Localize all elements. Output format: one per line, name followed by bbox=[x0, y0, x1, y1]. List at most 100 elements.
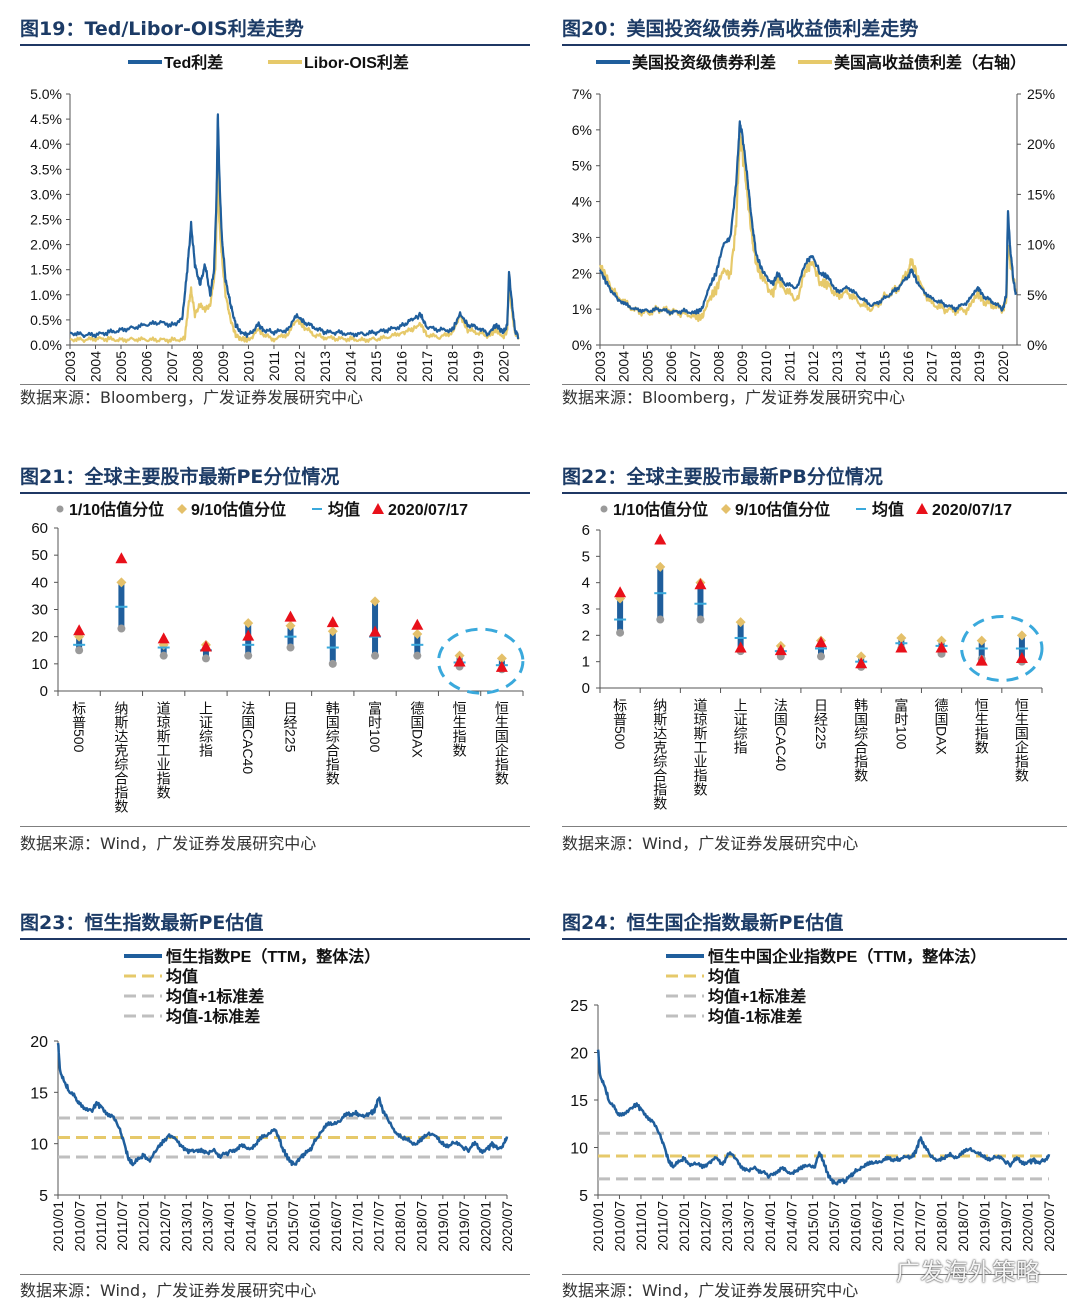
high-diamond bbox=[116, 577, 127, 588]
latest-triangle bbox=[935, 641, 948, 653]
y-tick-label: 1% bbox=[572, 301, 592, 317]
x-tick-label: 2015/01 bbox=[264, 1201, 280, 1252]
legend-label: 美国高收益债利差（右轴） bbox=[834, 53, 1026, 72]
latest-triangle bbox=[734, 641, 747, 653]
latest-triangle bbox=[495, 660, 508, 672]
latest-triangle bbox=[411, 618, 424, 630]
y-tick-label: 1.0% bbox=[30, 287, 62, 303]
y-tick-label: 40 bbox=[31, 574, 48, 591]
x-tick-label: 2015 bbox=[368, 351, 384, 382]
high-diamond bbox=[856, 651, 867, 662]
legend-label: 1/10估值分位 bbox=[69, 500, 164, 519]
x-tick-label: 2013/01 bbox=[719, 1201, 735, 1252]
y-tick-label: 4% bbox=[572, 194, 592, 210]
x-tick-label: 2015/01 bbox=[805, 1201, 821, 1252]
x-tick-label: 2009 bbox=[734, 351, 750, 382]
low-dot bbox=[817, 652, 825, 661]
legend-triangle bbox=[916, 503, 928, 514]
low-dot bbox=[286, 643, 295, 652]
category-label: 上证综指 bbox=[733, 698, 749, 754]
category-label: 恒生国企指数 bbox=[494, 701, 510, 785]
y2-tick-label: 5% bbox=[1027, 287, 1047, 303]
chart-fig22: 1/10估值分位 9/10估值分位 均值 2020/07/17 0 1 2 3 4 5 6 标普500… bbox=[582, 500, 1044, 810]
x-tick-label: 2018/07 bbox=[955, 1201, 971, 1252]
y-tick-label: 1 bbox=[582, 654, 590, 671]
x-tick-label: 2011/01 bbox=[93, 1201, 109, 1251]
x-tick-label: 2009 bbox=[215, 351, 231, 382]
source-divider bbox=[562, 384, 1067, 385]
highlight-ellipse bbox=[437, 627, 525, 695]
category-label: 日经225 bbox=[283, 701, 299, 753]
high-diamond bbox=[936, 635, 947, 646]
source-divider bbox=[20, 384, 530, 385]
category-label: 恒生指数 bbox=[974, 698, 990, 754]
latest-triangle bbox=[895, 641, 908, 653]
x-tick-label: 2016 bbox=[900, 351, 916, 382]
source-divider bbox=[20, 826, 530, 827]
latest-triangle bbox=[453, 655, 466, 667]
latest-triangle bbox=[855, 657, 868, 669]
y-tick-label: 60 bbox=[31, 520, 48, 537]
x-tick-label: 2017/07 bbox=[371, 1201, 387, 1252]
x-tick-label: 2012/01 bbox=[136, 1201, 152, 1252]
y-tick-label: 0.5% bbox=[30, 312, 62, 328]
y-tick-label: 5% bbox=[572, 158, 592, 174]
y-tick-label: 2 bbox=[582, 627, 590, 644]
x-tick-label: 2014/07 bbox=[242, 1201, 258, 1252]
low-dot bbox=[117, 624, 126, 633]
x-tick-label: 2020/01 bbox=[478, 1201, 494, 1252]
y-tick-label: 20 bbox=[31, 629, 48, 646]
x-tick-label: 2015/07 bbox=[826, 1201, 842, 1252]
x-tick-label: 2020/07 bbox=[1041, 1201, 1057, 1252]
chart-fig20: 美国投资级债券利差 美国高收益债利差（右轴） 0% 1% 2% 3% 4% 5% 6% 7% 0% 5… bbox=[572, 53, 1055, 382]
x-tick-label: 2007 bbox=[164, 351, 180, 382]
legend-label: 均值+1标准差 bbox=[708, 987, 806, 1006]
x-tick-label: 2013/07 bbox=[740, 1201, 756, 1252]
y-tick-label: 30 bbox=[31, 602, 48, 619]
latest-triangle bbox=[326, 616, 339, 628]
legend-diamond bbox=[721, 504, 731, 514]
low-dot bbox=[328, 659, 337, 668]
title-underline bbox=[20, 492, 530, 494]
series-line bbox=[56, 1042, 509, 1167]
series-line bbox=[596, 1049, 1051, 1186]
x-tick-label: 2004 bbox=[616, 351, 632, 382]
y-tick-label: 5 bbox=[582, 548, 590, 565]
high-diamond bbox=[496, 653, 507, 664]
high-diamond bbox=[896, 632, 907, 643]
legend-triangle bbox=[372, 503, 384, 514]
y-tick-label: 6 bbox=[582, 522, 590, 539]
x-tick-label: 2010/01 bbox=[50, 1201, 66, 1252]
y-tick-label: 15 bbox=[30, 1085, 48, 1102]
y-tick-label: 10 bbox=[30, 1137, 48, 1154]
category-label: 德国DAX bbox=[934, 698, 950, 755]
y-tick-label: 10 bbox=[31, 656, 48, 673]
highlight-ellipse bbox=[960, 615, 1044, 682]
x-tick-label: 2017 bbox=[419, 351, 435, 382]
y-tick-label: 50 bbox=[31, 547, 48, 564]
low-dot bbox=[696, 615, 705, 624]
chart-title: 图23：恒生指数最新PE估值 bbox=[20, 912, 264, 934]
legend-label: 恒生中国企业指数PE（TTM，整体法） bbox=[708, 947, 986, 966]
x-tick-label: 2015/07 bbox=[285, 1201, 301, 1252]
panel-fig24: 图24：恒生国企指数最新PE估值 恒生中国企业指数PE（TTM，整体法） 均值 均值… bbox=[562, 908, 1067, 1306]
legend-label: 均值 bbox=[166, 967, 198, 986]
source-note: 数据来源：Wind，广发证券发展研究中心 bbox=[562, 1281, 859, 1300]
x-tick-label: 2007 bbox=[687, 351, 703, 382]
x-tick-label: 2006 bbox=[138, 351, 154, 382]
y-tick-label: 4 bbox=[582, 575, 590, 592]
x-tick-label: 2006 bbox=[663, 351, 679, 382]
x-tick-label: 2016/07 bbox=[328, 1201, 344, 1252]
category-label: 道琼斯工业指数 bbox=[692, 698, 708, 796]
x-tick-label: 2017 bbox=[924, 351, 940, 382]
low-dot bbox=[413, 651, 422, 660]
x-tick-label: 2003 bbox=[62, 351, 78, 382]
legend-label: 美国投资级债券利差 bbox=[632, 53, 776, 72]
y-tick-label: 10 bbox=[570, 1141, 588, 1158]
latest-triangle bbox=[115, 552, 128, 564]
panel-fig21: 图21：全球主要股市最新PE分位情况 1/10估值分位 9/10估值分位 均值 202… bbox=[20, 462, 530, 860]
y-tick-label: 5.0% bbox=[30, 86, 62, 102]
category-label: 标普500 bbox=[71, 701, 87, 753]
legend-label: 恒生指数PE（TTM，整体法） bbox=[166, 947, 380, 966]
chart-title: 图24：恒生国企指数最新PE估值 bbox=[562, 912, 844, 934]
